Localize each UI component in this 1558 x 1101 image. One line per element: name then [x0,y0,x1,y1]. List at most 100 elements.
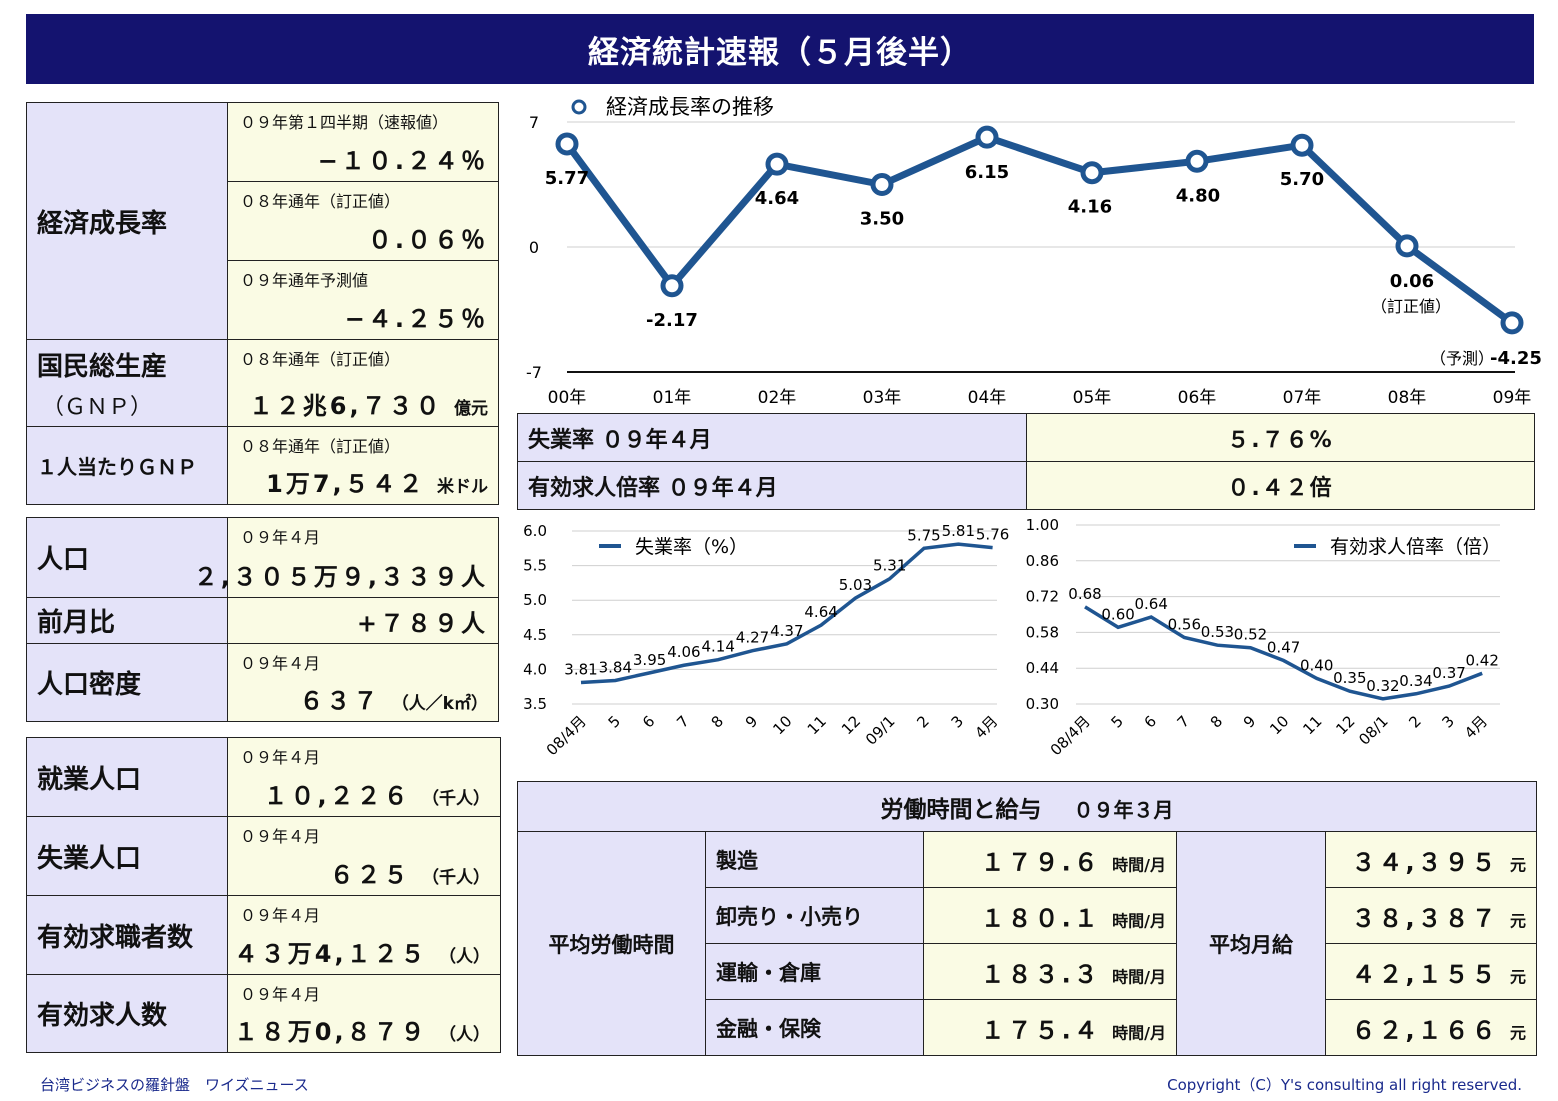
gnp-label-sub: （ＧＮＰ） [41,394,152,420]
population-value: ２,３０５万９,３３９人 [193,563,488,591]
data-label: 4.06 [667,643,700,661]
legend-marker [571,99,587,115]
data-point [1395,234,1419,258]
data-label: 5.03 [839,576,872,594]
y-tick-label: 5.0 [523,591,547,609]
x-tick-label: 07年 [1283,388,1322,408]
y-tick-label: 0 [529,238,539,257]
data-label: 5.76 [976,526,1009,544]
labor-header: 労働時間と給与 ０９年３月 [516,781,1538,832]
unemployed-label: 失業人口 [26,816,228,896]
x-tick-label: 7 [1174,712,1193,731]
data-label: 0.52 [1234,626,1267,644]
wage-unit: 元 [1510,1023,1527,1042]
x-tick-label: 4月 [971,712,1001,742]
hours-cell: １７９.６ 時間/月 [923,831,1177,888]
wage-unit: 元 [1510,911,1527,930]
population-label: 人口 [26,517,228,598]
labor-summary-table: 失業率 ０９年４月 ５.７６% 有効求人倍率 ０９年４月 ０.４２倍 [517,413,1535,510]
gnp-value: １２兆6,７３０ [248,392,443,420]
hours-value: １７５.４ [980,1016,1101,1044]
data-label: 4.80 [1176,185,1220,206]
hours-value: １８０.１ [980,904,1101,932]
data-label: 3.81 [564,661,597,679]
job-seekers-cell: ０９年４月 ４３万4,１２５ （人） [227,895,501,975]
data-label: 4.64 [755,188,799,209]
x-tick-label: 08/1 [1355,712,1392,749]
density-unit: （人／k㎡） [391,694,488,714]
data-label: -2.17 [646,310,698,331]
x-tick-label: 9 [1240,712,1259,731]
series-line [580,542,993,685]
x-tick-label: 05年 [1073,388,1112,408]
density-label: 人口密度 [26,643,228,722]
x-tick-label: 10 [769,712,795,738]
x-tick-label: 2 [1405,712,1424,731]
labor-header-title: 労働時間と給与 [880,796,1042,823]
footer-copyright: Copyright（C）Y's consulting all right res… [1167,1076,1522,1094]
data-label: 4.16 [1068,197,1112,218]
population-panel: 人口 ０９年４月 ２,３０５万９,３３９人 前月比 +７８９人 人口密度 ０９年４… [26,517,499,722]
gnp-per-capita-value: 1万7,５４２ [266,470,426,498]
gdp-2008-value: ０.０６％ [367,226,488,254]
population-sub: ０９年４月 [240,528,321,547]
gnp-unit: 億元 [454,399,488,419]
wage-cell: ３４,３９５ 元 [1324,831,1538,888]
x-tick-label: 09年 [1493,388,1532,408]
data-label: 0.64 [1134,595,1167,613]
page-title: 経済統計速報（５月後半） [26,14,1534,84]
data-label: 0.68 [1068,585,1101,603]
x-tick-label: 5 [605,712,624,731]
job-openings-sub: ０９年４月 [240,985,321,1004]
gdp-2008-sub: ０８年通年（訂正値） [240,192,401,211]
y-tick-label: 0.72 [1026,588,1059,606]
data-label: 4.37 [770,622,803,640]
job-seekers-label: 有効求職者数 [26,895,228,975]
hours-cell: １８０.１ 時間/月 [923,887,1177,944]
series-line [1084,605,1483,701]
data-label: 6.15 [965,162,1009,183]
wage-cell: ３８,３８７ 元 [1324,887,1538,944]
x-tick-label: 09/1 [862,712,899,749]
employed-cell: ０９年４月 １０,２２６ （千人） [227,737,501,817]
unemployed-value: ６２５ [329,861,411,889]
job-ratio-value: ０.４２倍 [1026,461,1535,510]
x-tick-label: 11 [804,712,830,738]
y-tick-label: -7 [526,363,542,382]
industry-label: 運輸・倉庫 [705,943,924,1000]
x-tick-label: 12 [838,712,864,738]
annotation-label: （訂正値） [1371,297,1451,316]
gdp-forecast-cell: ０９年通年予測値 −４.２５％ [227,260,499,340]
x-tick-label: 08年 [1388,388,1427,408]
job-ratio-chart: 1.000.860.720.580.440.30有効求人倍率（倍）0.680.6… [1026,516,1501,759]
y-tick-label: 4.5 [523,626,547,644]
avg-wage-label: 平均月給 [1176,831,1326,1056]
wage-unit: 元 [1510,967,1527,986]
gnp-sub: ０８年通年（訂正値） [240,350,401,369]
gdp-forecast-value: −４.２５％ [344,305,488,333]
job-seekers-value: ４３万4,１２５ [233,940,428,968]
data-label: 3.50 [860,209,904,230]
gdp-q1-value: −１０.２４％ [317,147,488,175]
labor-hours-wages-table: 労働時間と給与 ０９年３月 平均労働時間 製造 １７９.６ 時間/月 平均月給 ３… [516,781,1538,1056]
annotation-label: （予測） [1430,349,1494,368]
wage-cell: ４２,１５５ 元 [1324,943,1538,1000]
employed-unit: （千人） [422,789,490,809]
hours-unit: 時間/月 [1112,911,1166,930]
data-label: 0.47 [1267,639,1300,657]
unemployed-unit: （千人） [422,868,490,888]
unemployment-rate-value: ５.７６% [1026,413,1535,462]
y-tick-label: 0.86 [1026,552,1059,570]
hours-cell: １７５.４ 時間/月 [923,999,1177,1056]
x-tick-label: 2 [913,712,932,731]
y-tick-label: 6.0 [523,522,547,540]
x-tick-label: 7 [673,712,692,731]
wage-value: ３８,３８７ [1351,904,1499,932]
legend-label: 有効求人倍率（倍） [1330,536,1501,558]
y-tick-label: 5.5 [523,557,547,575]
gnp-per-capita-sub: ０８年通年（訂正値） [240,437,401,456]
data-label: 0.60 [1101,605,1134,623]
x-tick-label: 9 [742,712,761,731]
gdp-gnp-panel: 経済成長率 ０９年第１四半期（速報値） −１０.２４％ ０８年通年（訂正値） ０.０… [26,102,499,505]
job-openings-value: １８万0,８７９ [233,1018,428,1046]
